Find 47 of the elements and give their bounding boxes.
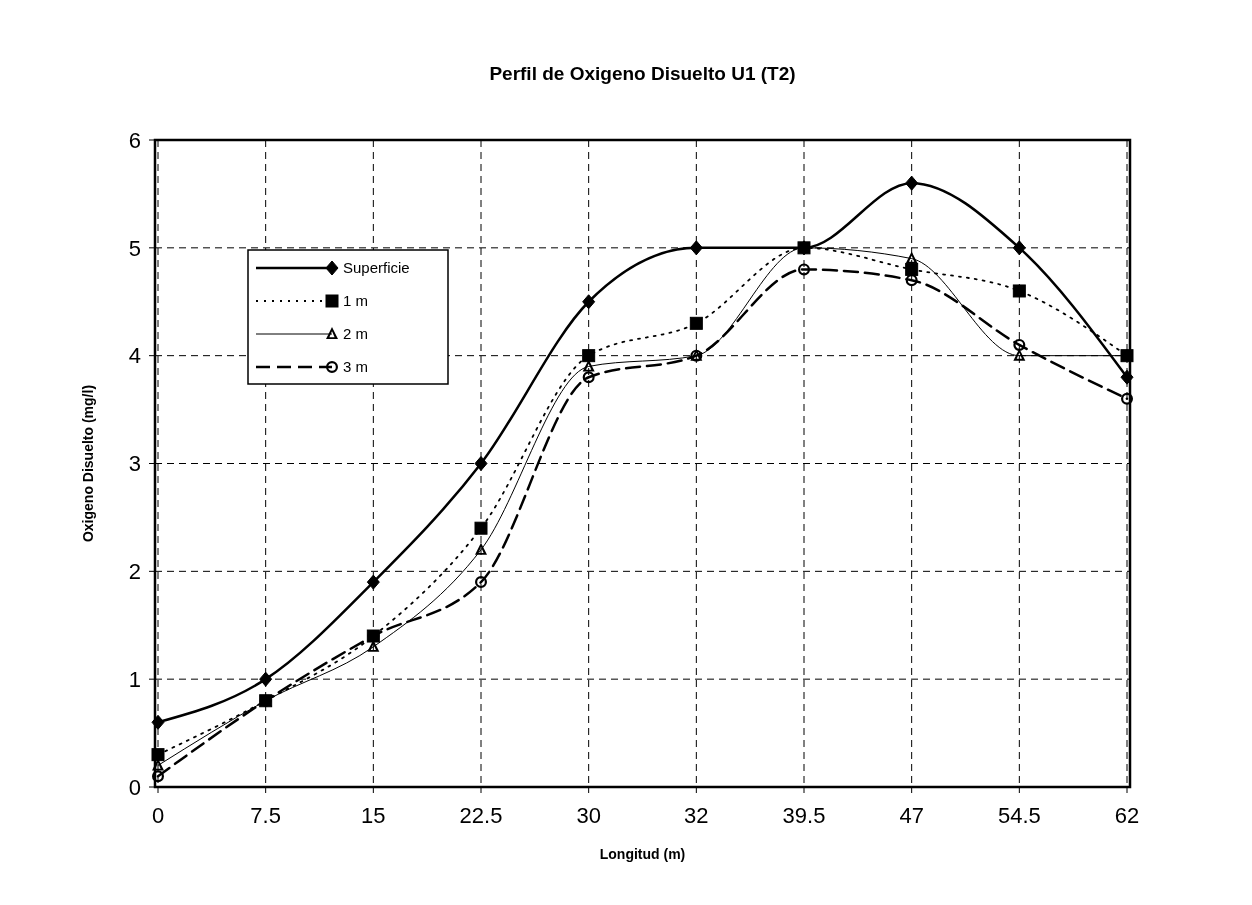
y-axis-title: Oxigeno Disuelto (mg/l) (80, 384, 96, 543)
x-tick-label: 0 (151, 803, 165, 828)
point (151, 748, 165, 762)
point (582, 349, 596, 363)
point (582, 371, 595, 384)
point (905, 274, 918, 287)
x-axis-title: Longitud (m) (599, 846, 686, 862)
point (582, 294, 596, 310)
point (1121, 392, 1133, 405)
y-tick-label: 2 (128, 559, 141, 585)
legend-label: Superficie (343, 259, 410, 277)
y-tick-label: 3 (128, 451, 141, 477)
point (1012, 284, 1026, 298)
x-tick-label: 32 (684, 803, 709, 828)
point (151, 714, 165, 730)
point (152, 770, 164, 783)
point (474, 456, 488, 471)
y-tick-label: 5 (128, 235, 141, 261)
point (474, 521, 488, 535)
x-tick-label: 7.5 (250, 803, 281, 828)
point (475, 576, 487, 589)
point (475, 542, 487, 555)
y-tick-label: 4 (128, 343, 141, 369)
point (689, 240, 703, 256)
point (259, 671, 273, 687)
x-tick-label: 62 (1114, 803, 1140, 828)
legend-label: 1 m (343, 292, 369, 310)
y-tick-label: 6 (128, 127, 141, 153)
point (366, 574, 380, 590)
point (798, 263, 810, 276)
point (689, 316, 703, 330)
x-tick-label: 54.5 (997, 803, 1041, 828)
x-tick-label: 22.5 (459, 803, 503, 828)
point (1120, 369, 1134, 385)
point (905, 175, 919, 191)
x-tick-label: 15 (361, 803, 386, 828)
point (1013, 338, 1026, 351)
legend-label: 3 m (343, 358, 369, 376)
chart-title: Perfil de Oxigeno Disuelto U1 (T2) (489, 63, 796, 84)
point (1012, 240, 1026, 256)
y-tick-label: 1 (128, 666, 141, 692)
point (905, 251, 918, 264)
y-tick-label: 0 (128, 774, 141, 800)
x-tick-label: 47 (899, 803, 924, 828)
legend-label: 2 m (343, 325, 369, 343)
x-tick-label: 30 (576, 803, 601, 828)
x-tick-label: 39.5 (782, 803, 826, 828)
